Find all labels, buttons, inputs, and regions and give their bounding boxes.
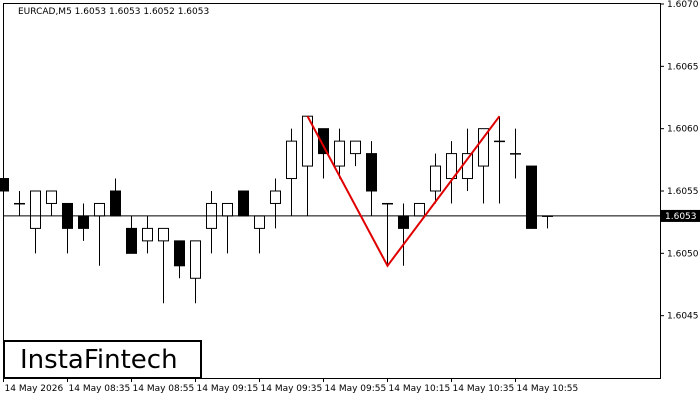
candle-body: [430, 165, 441, 192]
candle-body: [158, 227, 169, 242]
chart-title: EURCAD,M5 1.6053 1.6053 1.6052 1.6053: [18, 7, 209, 17]
logo: InstaFintech: [20, 345, 178, 375]
x-tick-label: 14 May 10:15: [389, 384, 451, 394]
x-tick-label: 14 May 10:35: [453, 384, 515, 394]
candle-body: [46, 190, 57, 204]
x-tick-label: 14 May 10:55: [517, 384, 579, 394]
plot-frame: [3, 3, 661, 379]
x-tick-label: 14 May 09:35: [261, 384, 323, 394]
candle-body: [350, 140, 361, 155]
candle-body: [254, 215, 265, 229]
x-tick-label: 14 May 08:55: [133, 384, 195, 394]
candle-body: [190, 240, 201, 279]
pattern-line: [306, 115, 501, 268]
last-price-label: 1.6053: [665, 212, 697, 222]
candle-body: [478, 128, 489, 167]
x-tick-label: 14 May 08:35: [69, 384, 131, 394]
y-tick-label: 1.6070: [667, 0, 699, 10]
candle-body: [414, 202, 425, 217]
candle-body: [238, 190, 249, 217]
logo-box: [3, 340, 202, 379]
y-tick-label: 1.6060: [667, 125, 699, 135]
candle-body: [382, 202, 393, 205]
candle-body: [398, 215, 409, 229]
last-price-box: [660, 209, 700, 222]
y-tick-label: 1.6050: [667, 249, 699, 259]
candle-body: [510, 153, 521, 155]
candle-body: [142, 227, 153, 242]
candle-body: [110, 190, 121, 217]
x-tick-label: 14 May 09:55: [325, 384, 387, 394]
candle-body: [366, 153, 377, 192]
candle-body: [0, 178, 9, 192]
y-tick-label: 1.6065: [667, 62, 699, 72]
candle-body: [494, 140, 505, 143]
y-tick-label: 1.6055: [667, 187, 699, 197]
x-tick-label: 14 May 2026: [5, 384, 64, 394]
candle-body: [30, 190, 41, 229]
candle-body: [286, 140, 297, 180]
candle-body: [318, 128, 329, 155]
candle-body: [78, 215, 89, 229]
candle-body: [94, 202, 105, 217]
candle-body: [270, 190, 281, 204]
candle-body: [14, 202, 25, 205]
candle-body: [334, 140, 345, 167]
candle-body: [174, 240, 185, 267]
candle-body: [526, 165, 537, 229]
x-tick-label: 14 May 09:15: [197, 384, 259, 394]
candle-body: [126, 227, 137, 254]
y-tick-label: 1.6045: [667, 312, 699, 322]
candle-body: [446, 153, 457, 180]
candle-body: [222, 202, 233, 217]
